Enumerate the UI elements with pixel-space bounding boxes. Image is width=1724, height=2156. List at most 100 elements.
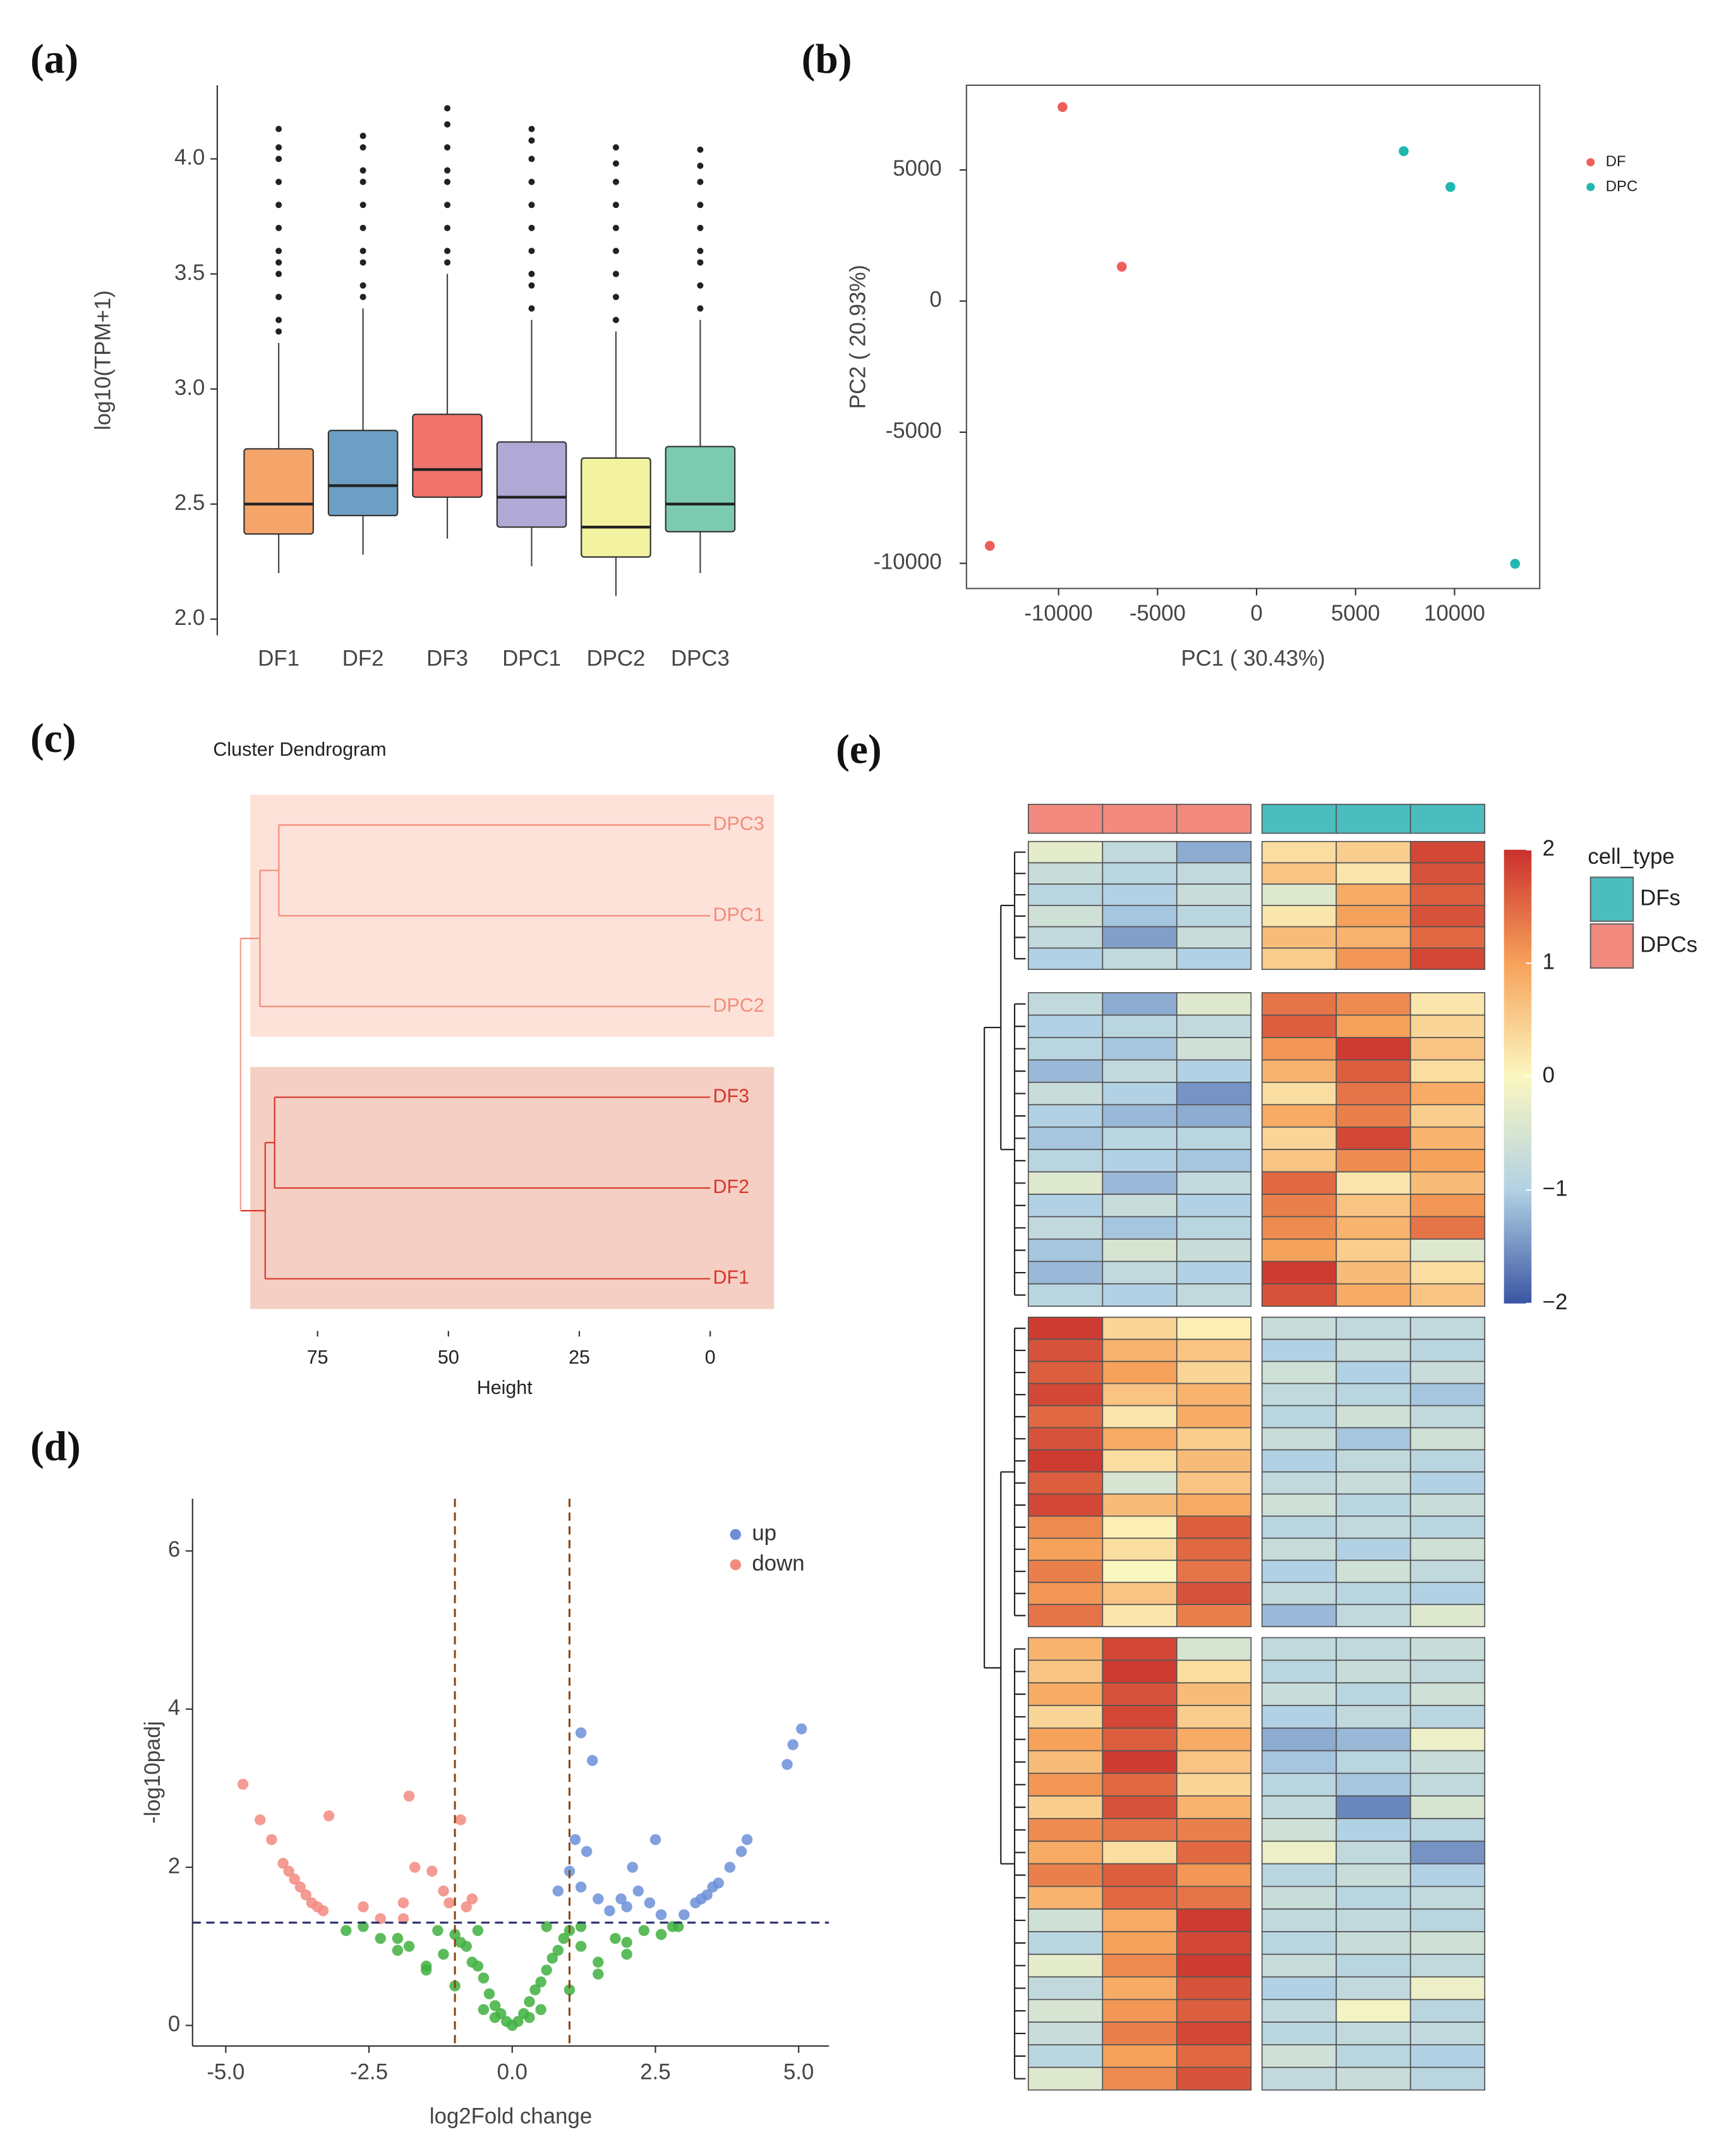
heatmap-cell xyxy=(1335,1818,1411,1842)
heatmap-cell xyxy=(1409,1582,1486,1606)
point xyxy=(524,1996,535,2008)
heatmap-cell xyxy=(1261,926,1337,949)
point xyxy=(541,1921,552,1932)
heatmap-cell xyxy=(1176,1427,1252,1451)
heatmap-cell xyxy=(1102,1383,1178,1407)
heatmap-cell xyxy=(1409,1037,1486,1061)
heatmap-cell xyxy=(1409,1383,1486,1407)
heatmap-cell xyxy=(1409,1149,1486,1173)
point xyxy=(489,2000,501,2011)
heatmap-cell xyxy=(1335,2044,1411,2068)
heatmap-cell xyxy=(1335,1383,1411,1407)
heatmap-cell xyxy=(1176,1405,1252,1429)
point xyxy=(443,1897,455,1909)
point xyxy=(535,2004,546,2016)
heatmap-cell xyxy=(1027,1659,1104,1684)
x-tick-label: DF1 xyxy=(258,646,299,671)
heatmap-cell xyxy=(1261,862,1337,885)
heatmap-cell xyxy=(1176,1976,1252,2001)
heatmap-cell xyxy=(1027,1104,1104,1128)
heatmap-cell xyxy=(1261,1126,1337,1151)
heatmap-cell xyxy=(1335,1772,1411,1797)
heatmap-cell xyxy=(1261,1493,1337,1517)
y-tick-label: 3.5 xyxy=(174,260,205,285)
heatmap-cell xyxy=(1176,1338,1252,1362)
heatmap-cell xyxy=(1176,1750,1252,1774)
heatmap-cell xyxy=(1261,947,1337,970)
heatmap-cell xyxy=(1409,1637,1486,1661)
heatmap-cell xyxy=(1102,1727,1178,1752)
point xyxy=(735,1846,747,1857)
outlier xyxy=(275,202,282,209)
point xyxy=(300,1889,312,1901)
point xyxy=(461,1901,472,1913)
heatmap-cell xyxy=(1261,1772,1337,1797)
heatmap-cell xyxy=(1261,1908,1337,1932)
point xyxy=(678,1909,690,1920)
heatmap-cell xyxy=(1102,1537,1178,1561)
y-tick-label: 3.0 xyxy=(174,375,205,400)
point xyxy=(741,1834,753,1845)
heatmap-cell xyxy=(1176,840,1252,864)
x-tick-label: 10000 xyxy=(1424,601,1485,626)
heatmap-cell xyxy=(1335,1171,1411,1195)
outlier xyxy=(697,282,704,289)
heatmap-cell xyxy=(1027,2044,1104,2068)
heatmap-cell xyxy=(1027,926,1104,949)
heatmap-cell xyxy=(1102,2021,1178,2045)
heatmap-cell xyxy=(1176,1637,1252,1661)
point xyxy=(984,541,995,551)
box xyxy=(665,445,736,533)
point xyxy=(438,1885,449,1897)
heatmap-cell xyxy=(1261,2044,1337,2068)
heatmap-cell xyxy=(1261,1682,1337,1706)
x-tick-label: DPC2 xyxy=(587,646,646,671)
heatmap-cell xyxy=(1409,2066,1486,2091)
heatmap-cell xyxy=(1261,1582,1337,1606)
heatmap-cell xyxy=(1027,1171,1104,1195)
outlier xyxy=(528,248,535,255)
point xyxy=(796,1723,807,1735)
x-tick-label: DF2 xyxy=(342,646,384,671)
x-tick-label: 25 xyxy=(569,1347,590,1368)
point xyxy=(541,1965,552,1976)
heatmap-cell xyxy=(1102,1863,1178,1887)
point xyxy=(421,1965,432,1976)
panel-label: (d) xyxy=(30,1424,81,1470)
heatmap-cell xyxy=(1409,1999,1486,2023)
box xyxy=(327,430,399,517)
point xyxy=(621,1949,632,1960)
point xyxy=(1116,262,1127,272)
heatmap-cell xyxy=(1027,883,1104,906)
point xyxy=(535,1976,546,1988)
point xyxy=(593,1968,604,1980)
point xyxy=(552,1944,564,1956)
heatmap-cell xyxy=(1261,992,1337,1016)
heatmap-cell xyxy=(1176,1283,1252,1307)
point xyxy=(615,1893,627,1905)
heatmap-cell xyxy=(1261,1471,1337,1495)
legend-marker xyxy=(730,1529,742,1541)
point xyxy=(529,1984,541,1996)
heatmap-cell xyxy=(1102,1931,1178,1955)
x-tick-label: DF3 xyxy=(426,646,468,671)
heatmap-cell xyxy=(1102,1405,1178,1429)
point xyxy=(449,1929,461,1941)
point xyxy=(403,1790,415,1802)
outlier xyxy=(359,224,366,231)
heatmap-cell xyxy=(1335,1360,1411,1384)
heatmap-cell xyxy=(1335,1471,1411,1495)
heatmap-cell xyxy=(1027,1149,1104,1173)
heatmap-cell xyxy=(1027,1449,1104,1473)
heatmap-cell xyxy=(1409,1772,1486,1797)
outlier xyxy=(275,144,282,151)
heatmap-cell xyxy=(1261,1238,1337,1263)
outlier xyxy=(275,155,282,162)
column-annotation xyxy=(1335,804,1411,834)
heatmap-cell xyxy=(1102,2066,1178,2091)
heatmap-cell xyxy=(1335,1705,1411,1729)
point xyxy=(581,1846,593,1857)
heatmap-cell xyxy=(1261,1261,1337,1285)
heatmap-cell xyxy=(1335,1659,1411,1684)
x-axis-title: log2Fold change xyxy=(430,2104,592,2128)
